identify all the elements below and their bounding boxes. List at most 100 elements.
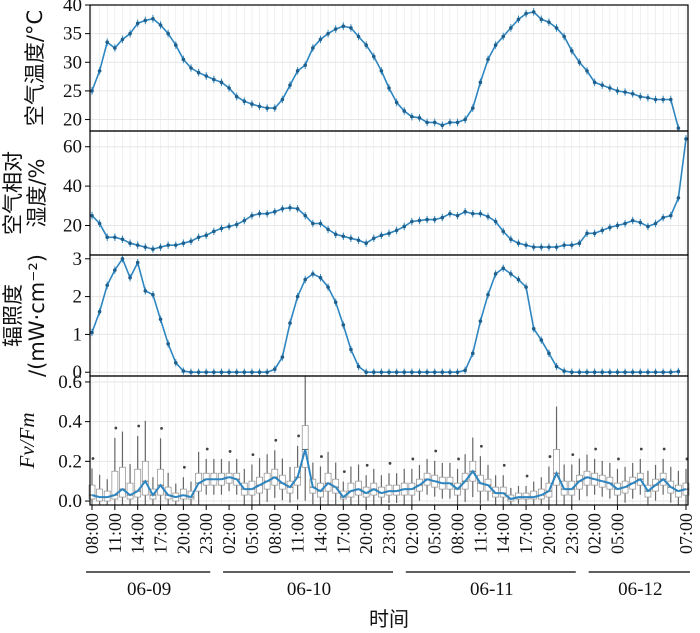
data-point (516, 241, 521, 245)
data-point (204, 370, 209, 375)
data-point (242, 218, 247, 223)
data-point (417, 370, 422, 375)
data-point (630, 370, 635, 375)
data-point (478, 319, 483, 323)
data-point (371, 370, 376, 375)
data-point (387, 86, 391, 90)
y-axis-label: 辐照度/(mW·cm⁻²) (1, 254, 49, 377)
outlier-point (182, 465, 186, 469)
data-point (151, 292, 155, 297)
data-point (120, 256, 125, 261)
box (88, 484, 96, 500)
data-point (212, 229, 216, 234)
data-point (356, 364, 361, 369)
data-point (630, 91, 635, 96)
y-tick-label: 25 (63, 81, 82, 102)
y-tick-label: 1 (73, 324, 83, 345)
data-point (181, 369, 186, 373)
data-point (234, 370, 239, 375)
data-point (135, 243, 140, 247)
data-point (120, 37, 125, 42)
x-tick-label: 11:00 (470, 513, 490, 553)
data-point (318, 275, 323, 280)
data-point (204, 233, 209, 238)
data-point (623, 90, 627, 94)
data-point (425, 370, 429, 375)
data-point (463, 117, 467, 122)
y-tick-label: 0.2 (58, 451, 82, 472)
data-point (113, 268, 117, 272)
data-point (531, 326, 536, 331)
data-point (341, 24, 346, 28)
x-tick-label: 20:00 (356, 513, 376, 554)
outlier-point (114, 426, 118, 430)
x-tick-label: 05:00 (607, 513, 627, 554)
data-point (227, 370, 231, 375)
data-point (387, 370, 391, 375)
day-label: 06-12 (618, 579, 662, 600)
panel-2: 20 40 60 空气相对湿度/% (1, 130, 689, 256)
data-point (509, 237, 513, 242)
data-point (97, 309, 102, 314)
data-point (638, 220, 643, 225)
y-tick-label: 40 (63, 176, 82, 197)
outlier-point (662, 447, 666, 451)
data-point (623, 370, 627, 375)
panel-3: 0 1 2 3 辐照度/(mW·cm⁻²) (1, 249, 689, 383)
x-tick-label: 02:00 (402, 513, 422, 554)
data-point (295, 206, 300, 211)
x-tick-label: 02:00 (585, 513, 605, 554)
data-point (234, 222, 239, 227)
outlier-point (411, 457, 415, 461)
data-point (554, 364, 559, 369)
data-point (425, 217, 429, 222)
outlier-point (617, 457, 620, 461)
data-point (569, 243, 574, 247)
x-tick-label: 23:00 (196, 513, 216, 554)
data-point (440, 370, 445, 375)
data-point (493, 219, 498, 224)
data-point (646, 224, 650, 229)
data-point (501, 34, 506, 39)
data-point (166, 31, 170, 36)
outlier-point (137, 424, 141, 428)
data-point (242, 370, 247, 375)
data-point (135, 21, 140, 26)
data-point (280, 97, 285, 102)
data-point (524, 11, 528, 16)
data-point (379, 370, 384, 375)
data-point (326, 31, 330, 36)
data-point (539, 245, 544, 249)
data-point (531, 245, 536, 249)
data-point (265, 370, 269, 375)
data-point (250, 102, 254, 106)
data-point (257, 104, 262, 109)
data-point (638, 94, 643, 99)
x-tick-label: 20:00 (173, 513, 193, 554)
data-point (272, 367, 277, 371)
data-point (470, 211, 475, 216)
data-point (661, 370, 665, 375)
box (522, 492, 530, 500)
data-point (501, 266, 506, 271)
data-point (600, 228, 605, 233)
data-point (189, 66, 193, 70)
box (126, 482, 134, 500)
data-point (524, 285, 528, 289)
data-point (653, 97, 658, 102)
data-point (265, 211, 269, 216)
data-point (470, 351, 475, 356)
y-tick-label: 40 (63, 0, 82, 16)
data-point (569, 49, 574, 53)
data-point (554, 245, 559, 249)
data-point (402, 370, 407, 375)
data-point (478, 80, 483, 85)
box (119, 466, 126, 498)
data-point (402, 224, 407, 229)
data-point (516, 277, 521, 282)
x-tick-label: 08:00 (448, 513, 468, 554)
data-point (577, 370, 582, 375)
outlier-point (297, 434, 301, 438)
data-point (646, 95, 650, 100)
data-point (356, 34, 361, 39)
